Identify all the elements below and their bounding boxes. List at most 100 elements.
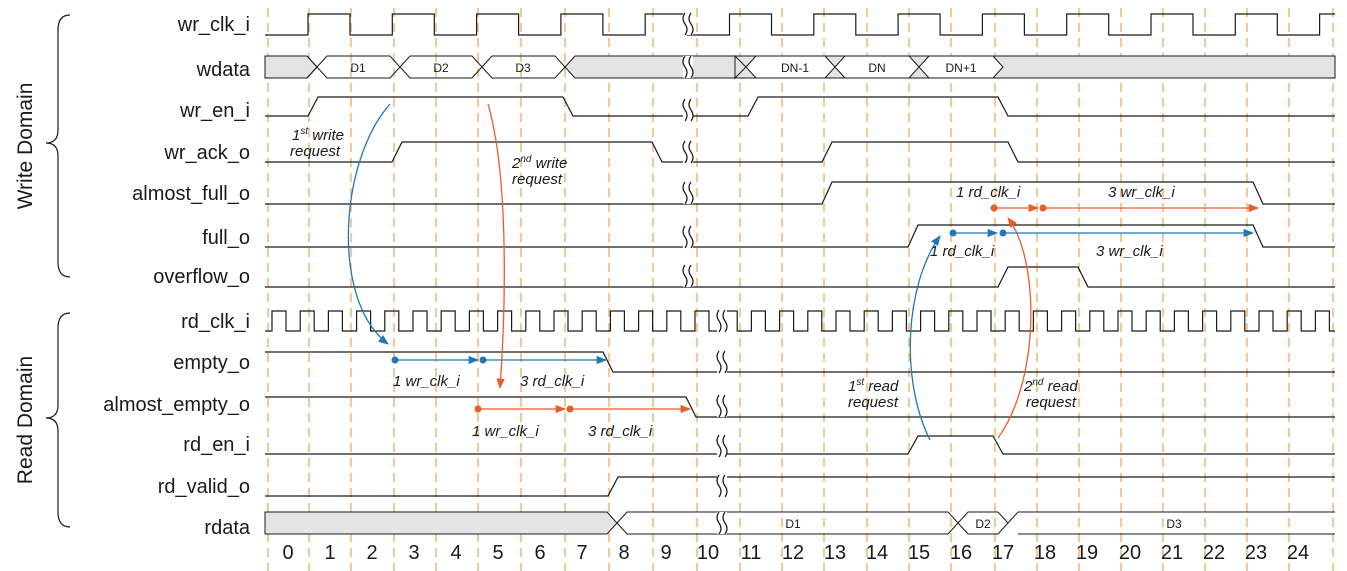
break-mark: [722, 474, 728, 498]
break-mask: [683, 99, 693, 121]
cycle-number: 20: [1119, 542, 1141, 564]
wr-clk-wave: [265, 13, 1335, 36]
read2-annotation: 2nd read request: [1023, 377, 1078, 411]
break-mark: [688, 12, 694, 36]
signal-label-wr-ack-o: wr_ack_o: [163, 142, 250, 164]
cycle-gridlines: [267, 8, 1334, 571]
afull-label-wr: 3 wr_clk_i: [1108, 184, 1175, 201]
empty-label-rd: 3 rd_clk_i: [520, 373, 585, 390]
cycle-number: 2: [366, 542, 377, 564]
break-mark: [682, 98, 688, 122]
break-mark: [688, 181, 694, 205]
break-mark: [682, 12, 688, 36]
cycle-number: 22: [1203, 542, 1225, 564]
break-mark: [716, 511, 722, 535]
full-dot-1: [949, 229, 957, 237]
cycle-number: 16: [950, 542, 972, 564]
read-request-path: [909, 217, 1032, 441]
signal-label-rd-clk-i: rd_clk_i: [181, 311, 250, 333]
cycle-number: 3: [408, 542, 419, 564]
break-mark: [682, 140, 688, 164]
wdata-label-dn-plus-1: DN+1: [945, 61, 976, 75]
full-label-rd: 1 rd_clk_i: [930, 243, 995, 260]
cycle-number: 23: [1245, 542, 1267, 564]
wdata-gap-mask: [734, 54, 747, 80]
break-mark: [688, 225, 694, 249]
cycle-number: 19: [1076, 542, 1098, 564]
cycle-number: 8: [618, 542, 629, 564]
break-mark: [716, 309, 722, 333]
full-label-wr: 3 wr_clk_i: [1096, 243, 1163, 260]
break-mark: [688, 98, 694, 122]
signal-label-rdata: rdata: [204, 517, 250, 539]
wdata-idle: [264, 55, 318, 79]
empty-dot-2: [479, 356, 487, 364]
break-mark: [716, 474, 722, 498]
rdata-idle: [264, 511, 618, 535]
almost-empty-wave: [265, 396, 1335, 418]
afull-dot-2: [1039, 204, 1047, 212]
break-mark: [722, 350, 728, 374]
break-mask: [717, 512, 727, 534]
signal-label-almost-empty-o: almost_empty_o: [103, 394, 250, 416]
signal-label-empty-o: empty_o: [173, 352, 250, 374]
break-mask: [683, 141, 693, 163]
break-mark: [688, 55, 694, 79]
break-mask: [683, 265, 693, 287]
empty-dot-1: [391, 356, 399, 364]
read-domain-label: Read Domain: [14, 356, 37, 484]
empty-timing-arrows: [391, 355, 692, 414]
aempty-label-rd: 3 rd_clk_i: [588, 423, 653, 440]
break-mark: [682, 55, 688, 79]
read1-annotation: 1st read request: [848, 377, 899, 411]
wdata-label-d3: D3: [515, 61, 531, 75]
cycle-number: 0: [282, 542, 293, 564]
break-mark: [688, 140, 694, 164]
cycle-number: 7: [576, 542, 587, 564]
wdata-label-d1: D1: [350, 61, 366, 75]
cycle-number: 24: [1287, 542, 1309, 564]
cycle-number: 6: [534, 542, 545, 564]
cycle-number: 11: [741, 542, 762, 564]
aempty-dot-2: [566, 405, 574, 413]
break-mark: [722, 511, 728, 535]
break-mark: [688, 264, 694, 288]
data-buses: D1 D2 D3 DN-1 DN DN+1 D1 D2 D3: [264, 54, 1336, 535]
signal-label-almost-full-o: almost_full_o: [132, 183, 250, 205]
break-mark: [722, 309, 728, 333]
signal-label-wr-en-i: wr_en_i: [179, 100, 250, 122]
break-mark: [682, 264, 688, 288]
signal-label-full-o: full_o: [202, 227, 250, 249]
full-timing-arrows: [949, 203, 1260, 238]
rd-en-wave: [265, 435, 1335, 455]
wdata-label-dn-1: DN-1: [781, 61, 809, 75]
cycle-number: 1: [324, 542, 335, 564]
cycle-axis: 0 1 2 3 4 5 6 7 8 9 10 11 12 13 14 15 16 17 18 19 20 21 22 23 24: [282, 542, 1309, 564]
afull-label-rd: 1 rd_clk_i: [956, 184, 1021, 201]
write-domain-label: Write Domain: [14, 83, 37, 210]
empty-label-wr: 1 wr_clk_i: [393, 373, 460, 390]
overflow-wave: [265, 266, 1335, 288]
rdata-label-d2: D2: [975, 517, 991, 531]
time-break-marks: [682, 12, 728, 535]
cycle-number: 10: [697, 542, 719, 564]
rdata-label-d3: D3: [1166, 517, 1182, 531]
read1-curve: [909, 235, 941, 441]
write-domain-brace: [45, 14, 71, 278]
break-mask: [717, 475, 727, 497]
empty-wave: [265, 351, 1335, 373]
break-mark: [682, 225, 688, 249]
break-mask: [717, 435, 727, 457]
break-mask: [683, 182, 693, 204]
read2-curve: [997, 217, 1032, 439]
cycle-number: 18: [1034, 542, 1056, 564]
break-mark: [716, 434, 722, 458]
cycle-number: 9: [660, 542, 671, 564]
wr-en-wave: [265, 96, 1335, 117]
wdata-label-d2: D2: [433, 61, 449, 75]
rdata-word-d3: [1007, 511, 1335, 535]
break-mark: [722, 394, 728, 418]
afull-dot-1: [990, 204, 998, 212]
break-mask: [717, 310, 727, 332]
signal-label-overflow-o: overflow_o: [153, 266, 250, 288]
